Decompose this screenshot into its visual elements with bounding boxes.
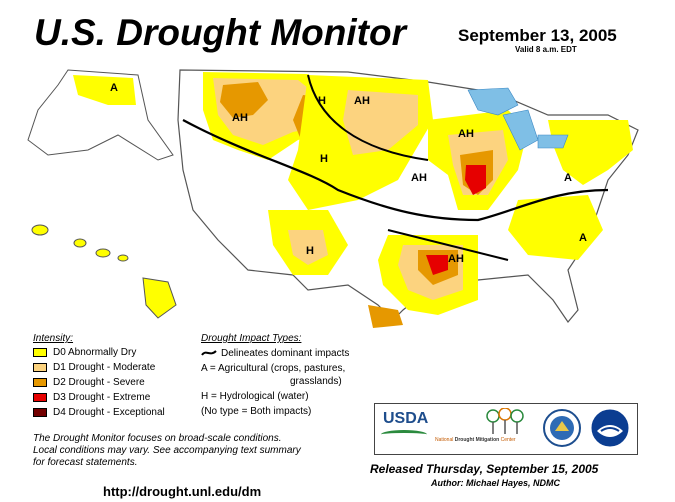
alaska-d0 bbox=[73, 75, 136, 105]
impact-boundary bbox=[387, 229, 509, 261]
texas-coast-d1 bbox=[368, 305, 403, 328]
map-label: AH bbox=[354, 95, 370, 107]
nw-d2 bbox=[220, 82, 268, 118]
agency-logos: USDA National Drought Mitigation Center bbox=[374, 403, 638, 455]
drought-map: A AH H AH H AH AH A H AH A bbox=[27, 69, 639, 328]
legend-swatch bbox=[33, 347, 47, 357]
legend-label: D2 Drought - Severe bbox=[53, 376, 145, 388]
usda-logo: USDA bbox=[383, 410, 429, 427]
map-label: AH bbox=[458, 128, 474, 140]
legend-item: D4 Drought - Exceptional bbox=[33, 406, 165, 418]
map-label: H bbox=[306, 245, 314, 257]
intensity-legend-title: Intensity: bbox=[33, 333, 74, 344]
legend-item: D0 Abnormally Dry bbox=[33, 346, 136, 358]
alaska-outline bbox=[27, 69, 174, 161]
map-label: AH bbox=[232, 112, 248, 124]
impact-boundary-label: Delineates dominant impacts bbox=[221, 348, 350, 359]
legend-item: D3 Drought - Extreme bbox=[33, 391, 150, 403]
legend-swatch bbox=[33, 392, 47, 402]
legend-item: D2 Drought - Severe bbox=[33, 376, 145, 388]
release-date: Released Thursday, September 15, 2005 bbox=[370, 462, 599, 476]
legend-label: D1 Drought - Moderate bbox=[53, 361, 156, 373]
great-lakes bbox=[467, 87, 569, 151]
impact-boundary bbox=[307, 74, 429, 161]
legend-label: D4 Drought - Exceptional bbox=[53, 406, 165, 418]
footnote-line: for forecast statements. bbox=[33, 457, 138, 468]
east-d0 bbox=[508, 195, 603, 260]
ndmc-tree-icon bbox=[486, 408, 524, 434]
department-seal-icon bbox=[543, 409, 581, 447]
legend-label: D3 Drought - Extreme bbox=[53, 391, 151, 403]
legend-item: D1 Drought - Moderate bbox=[33, 361, 155, 373]
impact-both: (No type = Both impacts) bbox=[201, 406, 312, 417]
footnote: The Drought Monitor focuses on broad-sca… bbox=[33, 433, 353, 469]
legend-swatch bbox=[33, 362, 47, 372]
usda-swoosh-icon bbox=[381, 430, 427, 439]
map-label: A bbox=[110, 82, 118, 94]
legend-swatch bbox=[33, 377, 47, 387]
northeast-d0 bbox=[548, 120, 633, 185]
illinois-d3 bbox=[465, 165, 486, 195]
impact-boundary bbox=[182, 119, 609, 222]
footnote-line: The Drought Monitor focuses on broad-sca… bbox=[33, 433, 282, 444]
map-label: AH bbox=[448, 253, 464, 265]
map-label: A bbox=[579, 232, 587, 244]
legend-swatch bbox=[33, 407, 47, 417]
valid-time: Valid 8 a.m. EDT bbox=[515, 45, 577, 54]
legend-label: D0 Abnormally Dry bbox=[53, 346, 137, 358]
source-url[interactable]: http://drought.unl.edu/dm bbox=[103, 484, 262, 499]
footnote-line: Local conditions may vary. See accompany… bbox=[33, 445, 301, 456]
author: Author: Michael Hayes, NDMC bbox=[431, 478, 561, 488]
map-label: A bbox=[564, 172, 572, 184]
arkansas-d3 bbox=[426, 255, 448, 275]
map-title: U.S. Drought Monitor bbox=[34, 12, 406, 53]
map-date: September 13, 2005 bbox=[458, 26, 617, 45]
hawaii-islands bbox=[31, 224, 177, 319]
map-label: H bbox=[318, 95, 326, 107]
impact-types-title: Drought Impact Types: bbox=[201, 333, 302, 344]
impact-agricultural: A = Agricultural (crops, pastures, bbox=[201, 363, 346, 374]
ndmc-logo-text: National Drought Mitigation Center bbox=[435, 437, 516, 443]
southwest-d1 bbox=[288, 230, 328, 265]
impact-agricultural-cont: grasslands) bbox=[290, 376, 342, 387]
map-label: AH bbox=[411, 172, 427, 184]
plains-d1 bbox=[343, 90, 418, 155]
boundary-line-icon bbox=[201, 350, 217, 356]
noaa-seal-icon bbox=[591, 409, 629, 447]
map-label: H bbox=[320, 153, 328, 165]
impact-hydrological: H = Hydrological (water) bbox=[201, 391, 309, 402]
